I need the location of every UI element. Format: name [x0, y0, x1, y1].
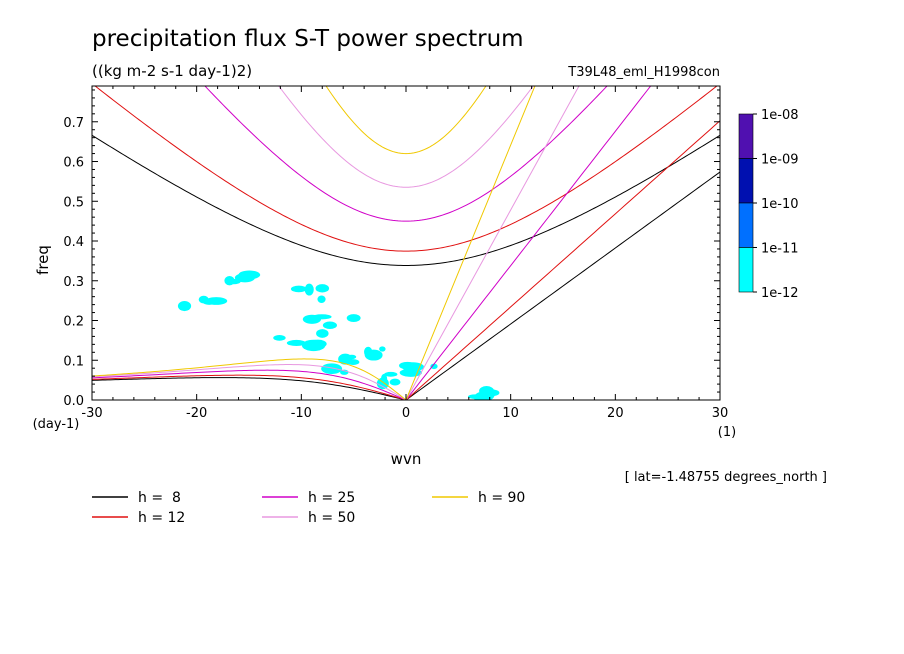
colorbar-label: 1e-08	[761, 108, 799, 123]
x-tick-label: -30	[81, 406, 102, 421]
y-tick-label: 0.0	[63, 394, 84, 409]
contour-blob	[481, 389, 500, 397]
kelvin-curve	[405, 171, 720, 400]
legend-label: h = 12	[138, 510, 185, 526]
contour-blob	[389, 378, 401, 386]
x-tick-label: 0	[402, 406, 410, 421]
contour-blob	[430, 363, 438, 370]
contour-blob	[346, 359, 360, 366]
x-tick-label: -10	[291, 406, 312, 421]
contour-blob	[347, 354, 357, 360]
colorbar-label: 1e-12	[761, 286, 799, 301]
chart-subtitle: ((kg m-2 s-1 day-1)2)	[92, 62, 252, 80]
contour-blob	[198, 295, 209, 304]
x-tick-label: 30	[712, 406, 729, 421]
colorbar-swatch	[738, 202, 754, 248]
dispersion-curves-layer	[92, 86, 720, 400]
contour-blob	[316, 329, 329, 338]
legend-label: h = 25	[308, 490, 355, 506]
x-tick-label: 10	[502, 406, 519, 421]
y-tick-label: 0.3	[63, 275, 84, 290]
contour-blob	[322, 321, 337, 330]
x-tick-label: -20	[186, 406, 207, 421]
x-tick-label: 20	[607, 406, 624, 421]
latitude-note: [ lat=-1.48755 degrees_north ]	[625, 470, 827, 485]
colorbar-label: 1e-09	[761, 153, 799, 168]
y-tick-label: 0.7	[63, 116, 84, 131]
colorbar-label: 1e-11	[761, 242, 799, 257]
contour-blob	[225, 278, 241, 285]
experiment-label: T39L48_eml_H1998con	[567, 65, 720, 80]
contour-blob	[177, 301, 192, 312]
y-tick-label: 0.1	[63, 354, 84, 369]
contour-blob	[364, 349, 383, 361]
plot-frame	[91, 85, 721, 401]
y-axis-label: freq	[34, 245, 52, 275]
contour-blob	[273, 335, 286, 341]
contour-blob	[346, 314, 361, 323]
contour-blob	[286, 339, 307, 347]
legend: h = 8 h = 12 h = 25 h = 50 h = 90	[92, 490, 525, 526]
contour-blob	[309, 339, 327, 349]
colorbar-swatch	[738, 113, 754, 159]
rossby-wave-curve	[92, 358, 407, 400]
gravity-wave-curve	[94, 86, 718, 252]
kelvin-curve	[405, 120, 720, 400]
contour-blob	[234, 273, 255, 283]
kelvin-curve	[405, 86, 536, 400]
kelvin-curve	[405, 86, 580, 400]
axes-layer: -30 -20 -10 0 10 20 30 0.0 0.1 0.2 0.3 0.4 0.5 0.6 0.7	[63, 85, 729, 421]
rossby-wave-curve	[92, 369, 407, 400]
gravity-wave-curve	[278, 86, 534, 188]
y-tick-label: 0.6	[63, 156, 84, 171]
y-tick-label: 0.5	[63, 195, 84, 210]
rossby-wave-curve	[92, 377, 407, 400]
colorbar-swatch	[738, 247, 754, 293]
contour-blob	[317, 295, 326, 304]
colorbar-label: 1e-10	[761, 197, 799, 212]
contour-blob	[384, 371, 398, 377]
kelvin-curve	[405, 86, 652, 400]
rossby-wave-curve	[92, 374, 407, 400]
legend-label: h = 90	[478, 490, 525, 506]
gravity-wave-curve	[325, 86, 487, 155]
gravity-wave-curve	[92, 134, 720, 266]
contour-blob	[290, 285, 307, 293]
contour-fill-layer	[177, 270, 500, 400]
contour-blob	[304, 283, 314, 296]
chart-title: precipitation flux S-T power spectrum	[92, 26, 524, 52]
contour-blob	[468, 394, 482, 399]
legend-label: h = 50	[308, 510, 355, 526]
rossby-wave-curve	[92, 364, 407, 400]
contour-blob	[315, 284, 330, 293]
legend-label: h = 8	[138, 490, 181, 506]
colorbar-swatch	[738, 158, 754, 204]
x-unit-label: (1)	[718, 425, 736, 440]
x-axis-label: wvn	[391, 450, 422, 468]
contour-blob	[205, 297, 228, 305]
colorbar: 1e-08 1e-09 1e-10 1e-11 1e-12	[738, 108, 799, 301]
gravity-wave-curve	[204, 86, 608, 222]
y-unit-label: (day-1)	[33, 417, 80, 432]
y-tick-label: 0.4	[63, 235, 84, 250]
contour-blob	[312, 314, 332, 320]
y-tick-label: 0.2	[63, 315, 84, 330]
contour-blob	[379, 346, 386, 352]
